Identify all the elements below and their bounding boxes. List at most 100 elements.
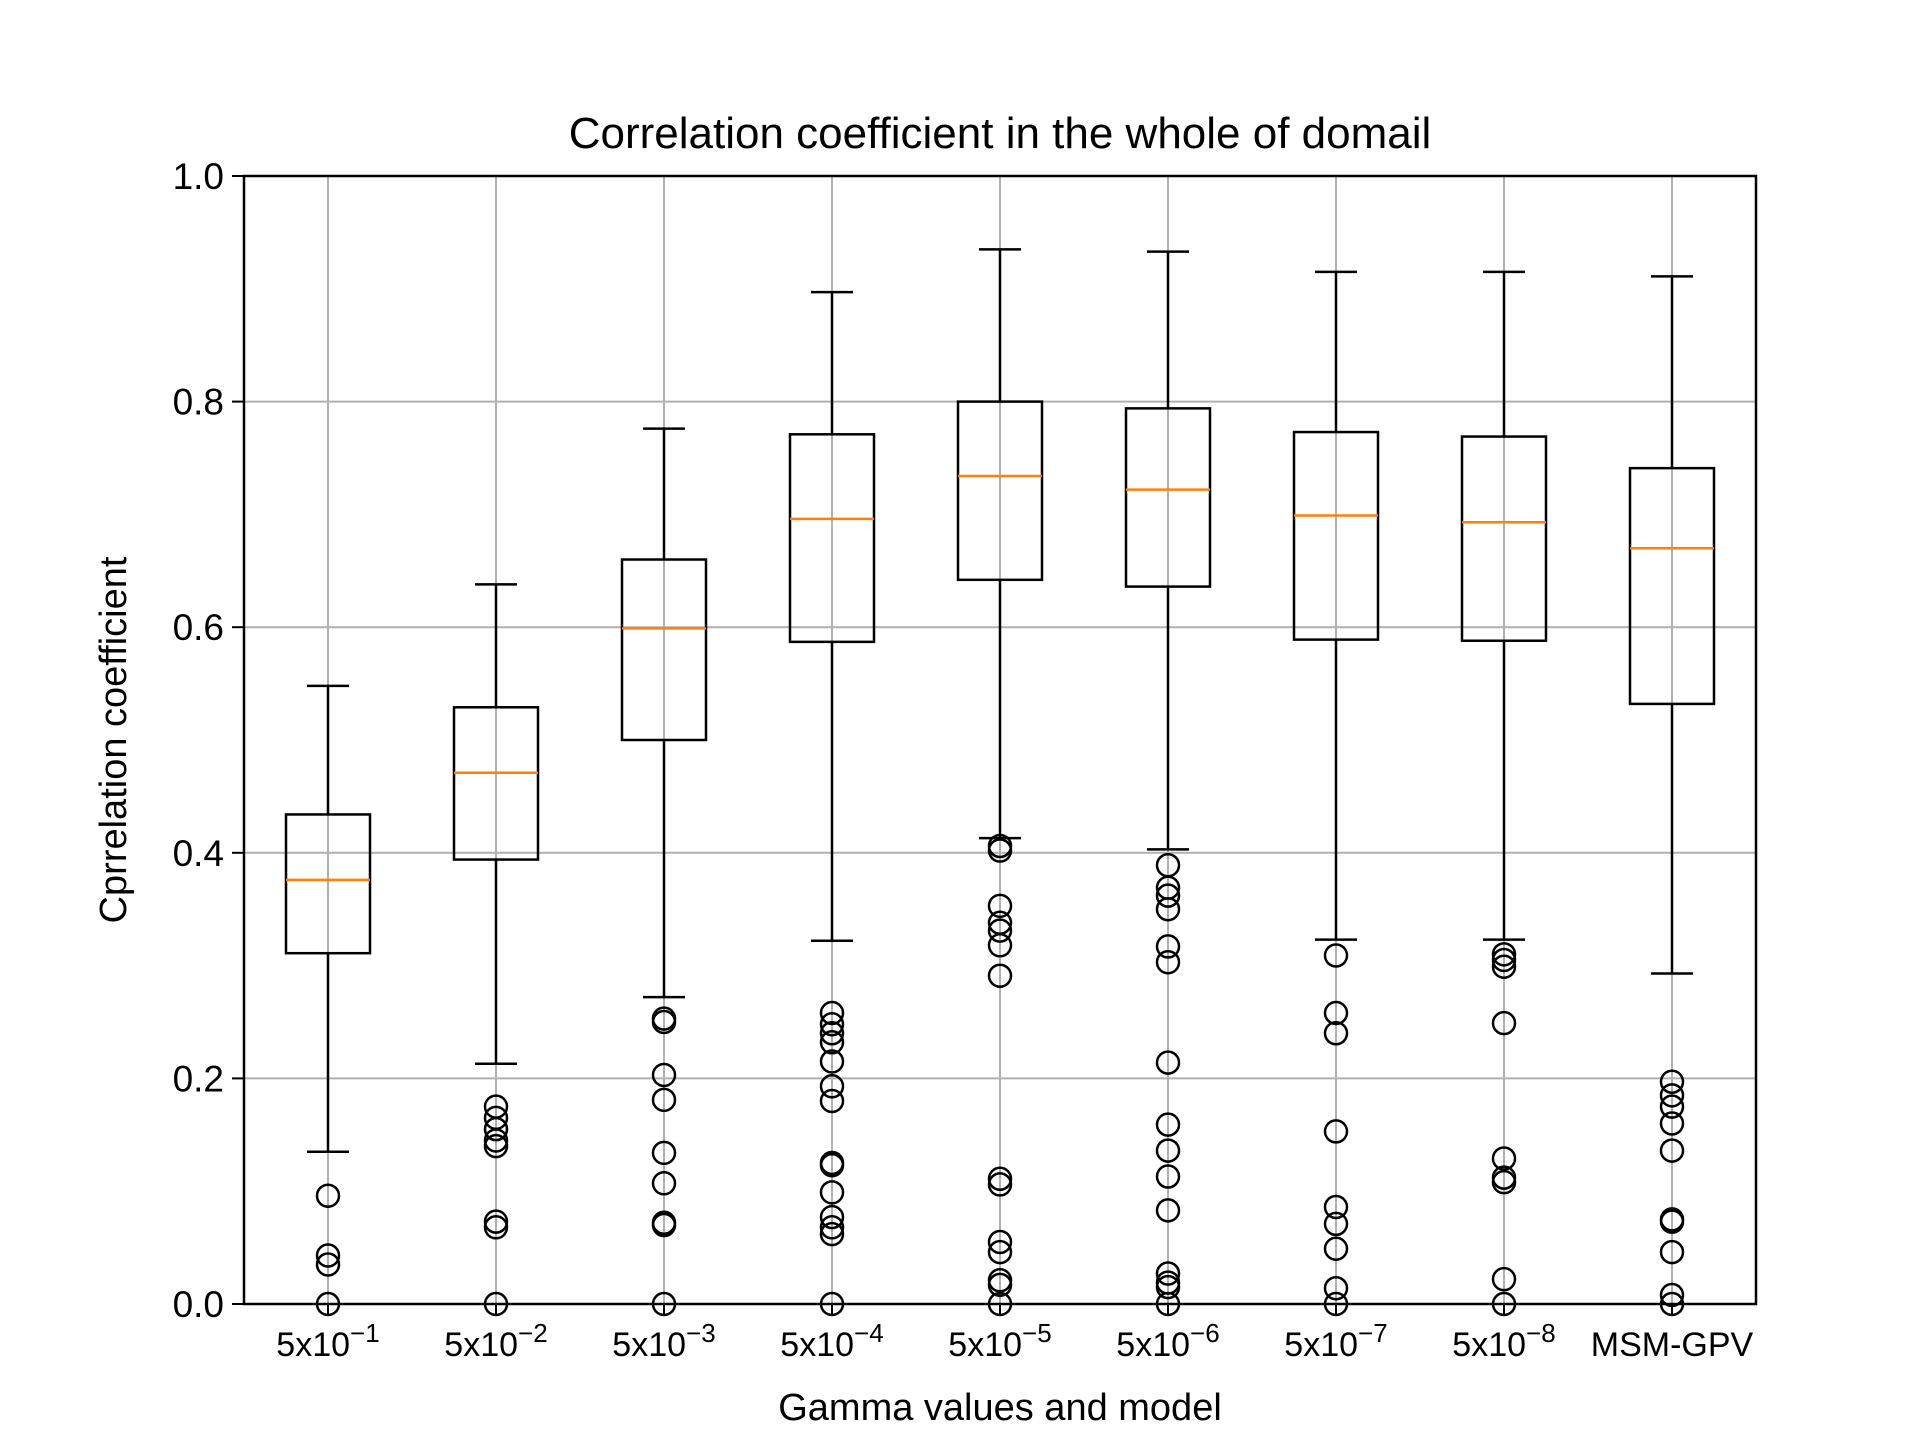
x-axis-ticks: 5x10−1 5x10−2 5x10−3 5x10−4 5x10−5 5x10−6 5x10… (276, 1304, 1754, 1364)
outlier-point (483, 1116, 509, 1142)
box-group (1460, 270, 1548, 1317)
outlier-point (1659, 1138, 1685, 1163)
outlier-point (651, 1171, 677, 1196)
iqr-box (956, 400, 1044, 582)
outlier-point (987, 1239, 1013, 1265)
outlier-point (1155, 1112, 1181, 1137)
outlier-point (819, 1180, 845, 1205)
outlier-point (1323, 1236, 1349, 1261)
outlier-point (1323, 943, 1349, 968)
outlier-point (987, 838, 1013, 863)
box-group (1628, 275, 1716, 1317)
outlier-point (819, 1215, 845, 1240)
y-tick-label: 0.4 (173, 833, 224, 874)
outlier-point (1323, 1000, 1349, 1026)
outlier-point (819, 1030, 845, 1055)
iqr-box (1460, 435, 1548, 642)
iqr-box (788, 433, 876, 644)
outlier-point (1155, 1050, 1181, 1075)
x-tick-label: 5x10−3 (612, 1318, 715, 1364)
outlier-point (651, 1212, 677, 1238)
outlier-point (1491, 942, 1517, 967)
outlier-point (819, 1204, 845, 1230)
x-tick-label: 5x10−5 (948, 1318, 1051, 1364)
outlier-point (1155, 934, 1181, 959)
outlier-point (819, 1021, 845, 1046)
outlier-point (1491, 1169, 1517, 1195)
box-series (284, 248, 1716, 1317)
outlier-point (987, 1172, 1013, 1197)
outlier-point (987, 933, 1013, 958)
outlier-point (1155, 1274, 1181, 1300)
outlier-point (1323, 1119, 1349, 1144)
y-tick-label: 0.6 (173, 607, 224, 648)
y-tick-label: 1.0 (173, 156, 224, 197)
outlier-point (315, 1183, 341, 1208)
y-tick-label: 0.2 (173, 1058, 224, 1099)
y-tick-label: 0.8 (173, 382, 224, 423)
iqr-box (452, 706, 540, 861)
outlier-point (1491, 1010, 1517, 1036)
x-tick-label: 5x10−1 (276, 1318, 379, 1364)
outlier-point (1659, 1069, 1685, 1095)
box-group (788, 290, 876, 1317)
outlier-point (1659, 1094, 1685, 1119)
iqr-box (1292, 430, 1380, 641)
outlier-point (483, 1215, 509, 1240)
outlier-point (1491, 947, 1517, 973)
outlier-point (987, 963, 1013, 989)
outlier-point (819, 1221, 845, 1247)
outlier-point (1323, 1275, 1349, 1301)
outlier-point (1323, 1194, 1349, 1220)
outlier-point (987, 1229, 1013, 1255)
outlier-point (1659, 1209, 1685, 1234)
x-tick-label: 5x10−7 (1284, 1318, 1387, 1364)
outlier-point (819, 1000, 845, 1026)
x-tick-label: 5x10−8 (1452, 1318, 1555, 1364)
outlier-point (1659, 1239, 1685, 1265)
outlier-point (1491, 954, 1517, 979)
x-tick-label: MSM-GPV (1591, 1326, 1754, 1364)
iqr-box (284, 813, 372, 955)
outlier-point (315, 1252, 341, 1277)
outlier-point (651, 1009, 677, 1035)
box-group (1292, 270, 1380, 1317)
x-tick-label: 5x10−4 (780, 1318, 883, 1364)
box-group (452, 583, 540, 1317)
outlier-point (1155, 949, 1181, 975)
outlier-point (819, 1074, 845, 1099)
y-tick-label: 0.0 (173, 1284, 224, 1325)
box-group (284, 684, 372, 1317)
outlier-point (1155, 1198, 1181, 1223)
outlier-point (987, 1272, 1013, 1298)
x-tick-label: 5x10−2 (444, 1318, 547, 1364)
outlier-point (987, 1166, 1013, 1192)
outlier-point (483, 1128, 509, 1153)
iqr-box (1124, 407, 1212, 588)
outlier-point (987, 893, 1013, 919)
chart-title: Correlation coefficient in the whole of … (569, 109, 1432, 158)
box-group (1124, 250, 1212, 1317)
outlier-point (1155, 1261, 1181, 1286)
outlier-point (315, 1243, 341, 1268)
outlier-point (819, 1012, 845, 1037)
box-group (956, 248, 1044, 1317)
outlier-point (483, 1209, 509, 1234)
outlier-point (1659, 1083, 1685, 1108)
iqr-box (620, 558, 708, 742)
iqr-box (1628, 466, 1716, 706)
outlier-point (1155, 896, 1181, 922)
x-tick-label: 5x10−6 (1116, 1318, 1219, 1364)
outlier-point (483, 1133, 509, 1159)
outlier-point (819, 1153, 845, 1178)
outlier-point (651, 1087, 677, 1113)
outlier-point (1323, 1021, 1349, 1046)
outlier-point (819, 1049, 845, 1074)
outlier-point (819, 1088, 845, 1114)
outlier-point (1155, 1138, 1181, 1163)
x-axis-label: Gamma values and model (778, 1387, 1222, 1429)
y-axis-ticks: 0.0 0.2 0.4 0.6 0.8 1.0 (173, 156, 244, 1325)
outlier-point (1659, 1111, 1685, 1136)
